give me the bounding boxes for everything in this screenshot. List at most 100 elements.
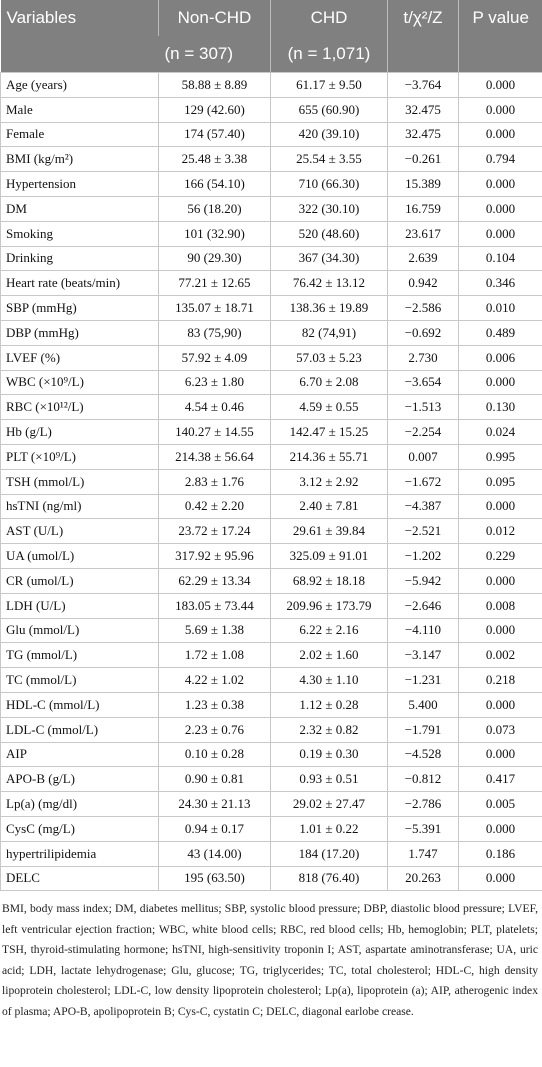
table-row: Age (years) 58.88 ± 8.89 61.17 ± 9.50 −3.76… xyxy=(0,72,542,98)
table-row: Hypertension 166 (54.10) 710 (66.30) 15.389… xyxy=(0,171,542,197)
table-cell: 24.30 ± 21.13 xyxy=(158,791,271,817)
table-cell: 0.005 xyxy=(458,791,542,817)
table-cell: −5.942 xyxy=(387,567,459,594)
table-cell: 101 (32.90) xyxy=(158,220,271,247)
table-cell: RBC (×10¹²/L) xyxy=(0,394,159,421)
table-cell: 0.995 xyxy=(458,443,542,470)
table-row: TSH (mmol/L) 2.83 ± 1.76 3.12 ± 2.92 −1.672… xyxy=(0,468,542,495)
header-cell: (n = 307) xyxy=(158,36,271,73)
table-cell: 2.23 ± 0.76 xyxy=(158,716,271,743)
table-cell: SBP (mmHg) xyxy=(0,295,159,321)
table-cell: 25.48 ± 3.38 xyxy=(158,146,271,173)
table-cell: 420 (39.10) xyxy=(270,121,388,148)
table-cell: 20.263 xyxy=(387,865,459,892)
table-cell: 214.38 ± 56.64 xyxy=(158,443,271,470)
table-row: Male 129 (42.60) 655 (60.90) 32.475 0.000 xyxy=(0,96,542,123)
table-cell: 0.024 xyxy=(458,419,542,445)
table-cell: −0.812 xyxy=(387,766,459,793)
table-cell: LDH (U/L) xyxy=(0,592,159,619)
table-row: CysC (mg/L) 0.94 ± 0.17 1.01 ± 0.22 −5.391 0… xyxy=(0,815,542,842)
table-cell: 0.942 xyxy=(387,270,459,297)
table-cell: Age (years) xyxy=(0,72,159,98)
table-cell: 68.92 ± 18.18 xyxy=(270,567,388,594)
table-cell: 83 (75,90) xyxy=(158,319,271,346)
table-cell: PLT (×10⁹/L) xyxy=(0,443,159,470)
table-cell: LDL-C (mmol/L) xyxy=(0,716,159,743)
header-cell: t/χ²/Z xyxy=(387,0,459,73)
table-cell: 56 (18.20) xyxy=(158,195,271,222)
table-cell: HDL-C (mmol/L) xyxy=(0,691,159,718)
table-cell: 166 (54.10) xyxy=(158,171,271,197)
table-cell: −0.261 xyxy=(387,146,459,173)
table-row: AIP 0.10 ± 0.28 0.19 ± 0.30 −4.528 0.000 xyxy=(0,741,542,768)
table-cell: 142.47 ± 15.25 xyxy=(270,419,388,445)
table-cell: Hb (g/L) xyxy=(0,419,159,445)
table-cell: −4.387 xyxy=(387,493,459,520)
table-cell: 32.475 xyxy=(387,96,459,123)
table-cell: 0.42 ± 2.20 xyxy=(158,493,271,520)
table-cell: 15.389 xyxy=(387,171,459,197)
table-cell: −1.231 xyxy=(387,667,459,693)
table-cell: hsTNI (ng/ml) xyxy=(0,493,159,520)
table-cell: 0.000 xyxy=(458,121,542,148)
table-cell: 4.59 ± 0.55 xyxy=(270,394,388,421)
table-cell: 209.96 ± 173.79 xyxy=(270,592,388,619)
table-cell: 0.000 xyxy=(458,865,542,892)
table-cell: 77.21 ± 12.65 xyxy=(158,270,271,297)
table-cell: AST (U/L) xyxy=(0,518,159,545)
table-cell: 4.22 ± 1.02 xyxy=(158,667,271,693)
table-cell: 5.400 xyxy=(387,691,459,718)
table-cell: 43 (14.00) xyxy=(158,840,271,867)
table-row: hsTNI (ng/ml) 0.42 ± 2.20 2.40 ± 7.81 −4.38… xyxy=(0,493,542,520)
table-cell: 2.02 ± 1.60 xyxy=(270,642,388,669)
table-cell: 0.010 xyxy=(458,295,542,321)
table-cell: 0.794 xyxy=(458,146,542,173)
table-cell: WBC (×10⁹/L) xyxy=(0,369,159,396)
table-cell: 174 (57.40) xyxy=(158,121,271,148)
table-cell: APO-B (g/L) xyxy=(0,766,159,793)
table-cell: 32.475 xyxy=(387,121,459,148)
table-cell: LVEF (%) xyxy=(0,344,159,371)
table-cell: 0.000 xyxy=(458,96,542,123)
table-row: Heart rate (beats/min) 77.21 ± 12.65 76.42… xyxy=(0,270,542,297)
table-row: Female 174 (57.40) 420 (39.10) 32.475 0.000 xyxy=(0,121,542,148)
table-cell: 57.92 ± 4.09 xyxy=(158,344,271,371)
table-cell: 0.000 xyxy=(458,691,542,718)
table-cell: 23.72 ± 17.24 xyxy=(158,518,271,545)
table-cell: 0.073 xyxy=(458,716,542,743)
table-cell: −4.528 xyxy=(387,741,459,768)
table-cell: 0.000 xyxy=(458,617,542,644)
table-cell: Hypertension xyxy=(0,171,159,197)
table-cell: −5.391 xyxy=(387,815,459,842)
table-cell: 138.36 ± 19.89 xyxy=(270,295,388,321)
table-cell: 0.002 xyxy=(458,642,542,669)
table-cell: DM xyxy=(0,195,159,222)
table-cell: 3.12 ± 2.92 xyxy=(270,468,388,495)
table-row: DM 56 (18.20) 322 (30.10) 16.759 0.000 xyxy=(0,195,542,222)
table-cell: −2.521 xyxy=(387,518,459,545)
table-row: PLT (×10⁹/L) 214.38 ± 56.64 214.36 ± 55.71… xyxy=(0,443,542,470)
table-cell: 0.130 xyxy=(458,394,542,421)
table-cell: 214.36 ± 55.71 xyxy=(270,443,388,470)
table-row: AST (U/L) 23.72 ± 17.24 29.61 ± 39.84 −2.52… xyxy=(0,518,542,545)
table-cell: 0.489 xyxy=(458,319,542,346)
table-row: TG (mmol/L) 1.72 ± 1.08 2.02 ± 1.60 −3.147 0… xyxy=(0,642,542,669)
table-cell: 29.02 ± 27.47 xyxy=(270,791,388,817)
table-cell: hypertrilipidemia xyxy=(0,840,159,867)
table-row: APO-B (g/L) 0.90 ± 0.81 0.93 ± 0.51 −0.812 0… xyxy=(0,766,542,793)
table-cell: 23.617 xyxy=(387,220,459,247)
table-cell: −3.147 xyxy=(387,642,459,669)
table-header: Variables Non-CHD CHD t/χ²/Z P value (n = 307… xyxy=(0,0,542,73)
table-cell: 195 (63.50) xyxy=(158,865,271,892)
table-cell: 0.007 xyxy=(387,443,459,470)
table-cell: 317.92 ± 95.96 xyxy=(158,543,271,569)
table-cell: DBP (mmHg) xyxy=(0,319,159,346)
table-cell: 1.747 xyxy=(387,840,459,867)
table-cell: −1.202 xyxy=(387,543,459,569)
table-cell: 5.69 ± 1.38 xyxy=(158,617,271,644)
table-cell: Drinking xyxy=(0,245,159,272)
table-cell: 0.218 xyxy=(458,667,542,693)
table-cell: −2.254 xyxy=(387,419,459,445)
table-cell: 16.759 xyxy=(387,195,459,222)
